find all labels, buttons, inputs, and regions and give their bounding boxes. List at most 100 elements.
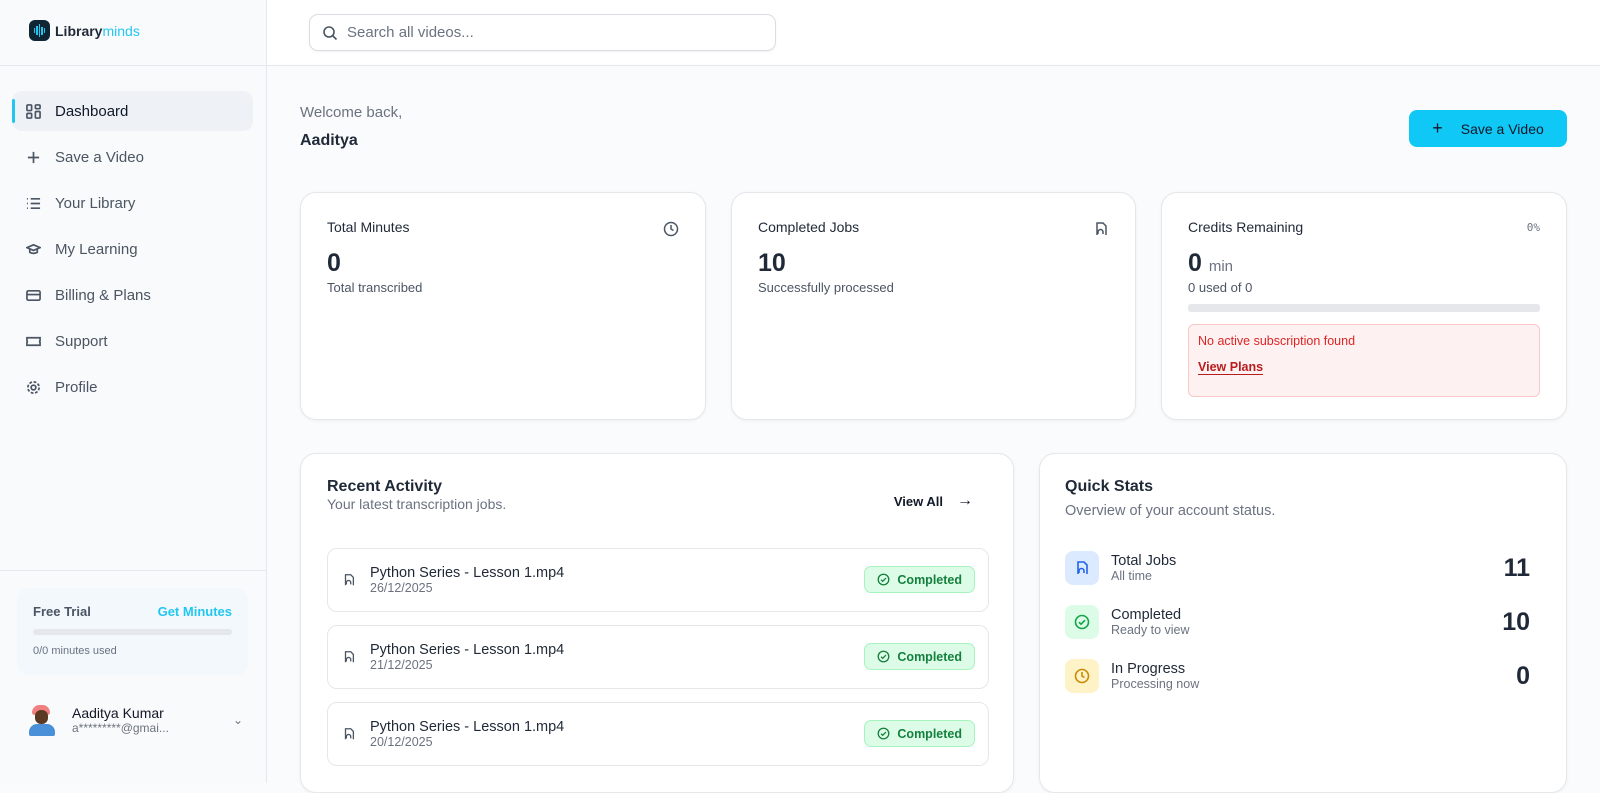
sidebar-item-learning[interactable]: My Learning — [12, 229, 253, 269]
recent-activity-subtitle: Your latest transcription jobs. — [327, 496, 507, 512]
sidebar-nav: Dashboard Save a Video Your Library My L… — [12, 91, 253, 413]
save-video-button[interactable]: + Save a Video — [1409, 110, 1567, 147]
sidebar-item-billing[interactable]: Billing & Plans — [12, 275, 253, 315]
stat-subtitle: Successfully processed — [758, 280, 894, 295]
quick-stat-row: Completed Ready to view 10 — [1065, 604, 1530, 640]
sidebar-item-profile[interactable]: Profile — [12, 367, 253, 407]
avatar — [28, 703, 56, 737]
alert-message: No active subscription found — [1198, 334, 1356, 348]
quick-stats-card: Quick Stats Overview of your account sta… — [1039, 453, 1567, 793]
graduation-cap-icon — [26, 243, 41, 254]
sidebar-item-label: Your Library — [55, 194, 136, 212]
sidebar-item-label: Billing & Plans — [55, 286, 151, 304]
quick-stat-icon-box — [1065, 605, 1099, 639]
get-minutes-link[interactable]: Get Minutes — [157, 604, 232, 619]
job-name: Python Series - Lesson 1.mp4 — [370, 642, 565, 658]
brand-name: Library — [55, 22, 103, 39]
grid-icon — [26, 103, 41, 119]
stat-subtitle: 0 used of 0 — [1188, 280, 1253, 295]
job-name: Python Series - Lesson 1.mp4 — [370, 719, 565, 735]
quick-stat-label: Completed — [1111, 607, 1182, 623]
status-label: Completed — [897, 649, 962, 664]
status-badge: Completed — [864, 643, 975, 670]
status-badge: Completed — [864, 566, 975, 593]
view-all-button[interactable]: View All → — [894, 492, 973, 510]
plus-icon: + — [1432, 118, 1443, 138]
stat-value: 0 — [327, 249, 341, 277]
file-audio-icon — [1096, 222, 1107, 235]
list-icon — [26, 197, 41, 209]
job-row[interactable]: Python Series - Lesson 1.mp4 26/12/2025 Co… — [327, 548, 989, 612]
search-box[interactable] — [309, 14, 776, 51]
sidebar-item-library[interactable]: Your Library — [12, 183, 253, 223]
quick-stat-sub: Ready to view — [1111, 623, 1190, 637]
divider — [0, 65, 266, 66]
sidebar-item-support[interactable]: Support — [12, 321, 253, 361]
job-row[interactable]: Python Series - Lesson 1.mp4 20/12/2025 Co… — [327, 702, 989, 766]
recent-activity-title: Recent Activity — [327, 478, 442, 495]
welcome-text: Welcome back, — [300, 104, 403, 121]
quick-stat-label: In Progress — [1111, 661, 1186, 677]
search-icon — [323, 25, 338, 40]
trial-label: Free Trial — [33, 604, 91, 619]
stat-card-credits: Credits Remaining 0% 0 min 0 used of 0 N… — [1161, 192, 1567, 420]
check-circle-icon — [877, 650, 890, 663]
stat-card-completed-jobs: Completed Jobs 10 Successfully processed — [731, 192, 1136, 420]
job-row[interactable]: Python Series - Lesson 1.mp4 21/12/2025 Co… — [327, 625, 989, 689]
quick-stat-value: 10 — [1502, 607, 1530, 636]
file-audio-icon — [344, 574, 355, 586]
free-trial-box: Free Trial Get Minutes 0/0 minutes used — [17, 588, 248, 675]
clock-icon — [1074, 668, 1090, 684]
check-circle-icon — [877, 573, 890, 586]
sidebar: Library minds Dashboard Save a Video Your… — [0, 0, 267, 783]
top-bar — [267, 0, 1600, 66]
view-plans-link[interactable]: View Plans — [1198, 360, 1264, 375]
search-input[interactable] — [347, 24, 747, 41]
sidebar-item-label: My Learning — [55, 240, 138, 258]
credit-card-icon — [26, 289, 41, 301]
check-circle-icon — [1074, 614, 1090, 630]
credits-percent: 0% — [1526, 221, 1540, 234]
view-all-label: View All — [893, 493, 943, 509]
user-email: a*********@gmai... — [72, 721, 169, 735]
user-name: Aaditya Kumar — [72, 705, 164, 721]
divider — [0, 570, 266, 571]
user-greeting-name: Aaditya — [300, 132, 358, 149]
stat-title: Credits Remaining — [1188, 219, 1304, 235]
stat-title: Completed Jobs — [758, 219, 860, 235]
quick-stat-icon-box — [1065, 659, 1099, 693]
plus-icon — [27, 151, 40, 163]
user-menu[interactable]: Aaditya Kumar a*********@gmai... ⌄ — [28, 703, 243, 737]
quick-stat-label: Total Jobs — [1111, 553, 1177, 569]
stat-title: Total Minutes — [327, 219, 410, 235]
job-date: 26/12/2025 — [370, 581, 433, 595]
file-audio-icon — [344, 651, 355, 663]
clock-icon — [663, 221, 679, 237]
chevron-down-icon[interactable]: ⌄ — [232, 713, 243, 727]
sidebar-item-dashboard[interactable]: Dashboard — [12, 91, 253, 131]
credits-progress-bar — [1188, 304, 1540, 312]
quick-stat-icon-box — [1065, 551, 1099, 585]
brand-logo[interactable]: Library minds — [29, 20, 140, 41]
file-audio-icon — [344, 728, 355, 740]
sidebar-item-label: Dashboard — [55, 102, 129, 120]
stat-value: 10 — [758, 249, 786, 277]
quick-stats-subtitle: Overview of your account status. — [1065, 503, 1276, 519]
arrow-right-icon: → — [957, 492, 973, 509]
stat-value: 0 — [1188, 249, 1202, 277]
quick-stat-value: 0 — [1516, 661, 1530, 690]
brand-name-light: minds — [102, 22, 140, 39]
job-name: Python Series - Lesson 1.mp4 — [370, 565, 565, 581]
job-date: 20/12/2025 — [370, 735, 433, 749]
waveform-icon — [29, 20, 50, 41]
check-circle-icon — [877, 727, 890, 740]
quick-stat-sub: Processing now — [1111, 677, 1200, 691]
quick-stats-title: Quick Stats — [1065, 478, 1154, 495]
ticket-icon — [26, 336, 41, 346]
status-badge: Completed — [864, 720, 975, 747]
sidebar-item-save-video[interactable]: Save a Video — [12, 137, 253, 177]
trial-usage: 0/0 minutes used — [33, 645, 117, 657]
sidebar-item-label: Save a Video — [55, 148, 144, 166]
trial-progress-bar — [33, 629, 232, 635]
sidebar-item-label: Support — [55, 332, 108, 350]
